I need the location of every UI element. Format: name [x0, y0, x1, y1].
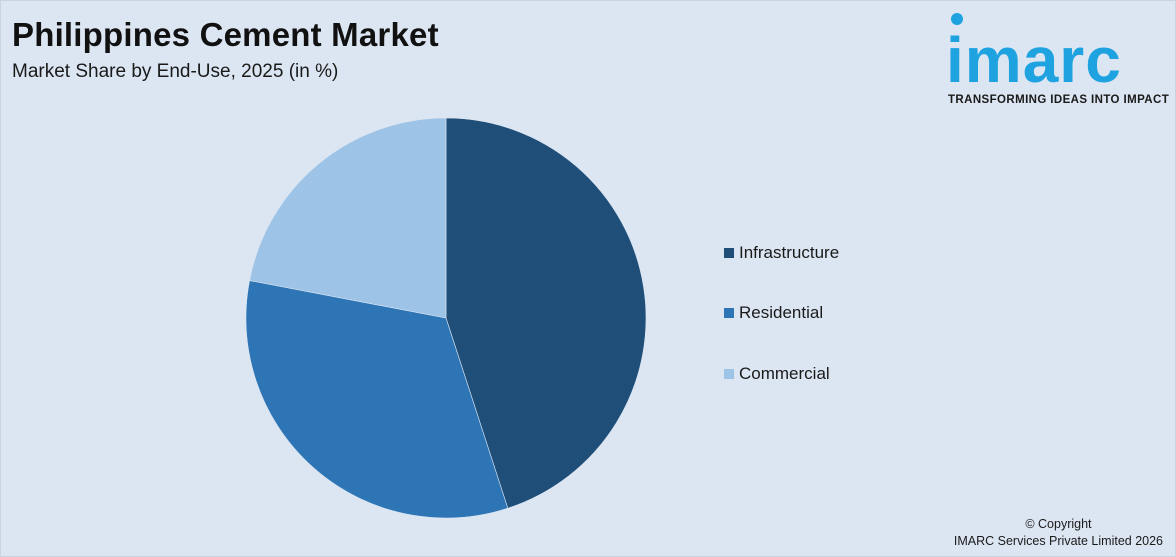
legend-item-infrastructure: Infrastructure [724, 242, 839, 264]
pie-slice-residential [245, 280, 509, 519]
copyright-notice: © Copyright IMARC Services Private Limit… [954, 516, 1163, 550]
legend-item-residential: Residential [724, 302, 823, 324]
legend-swatch-infrastructure [724, 248, 734, 258]
legend-item-commercial: Commercial [724, 363, 830, 385]
imarc-logo: imarc TRANSFORMING IDEAS INTO IMPACT [946, 12, 1170, 108]
logo-tagline: TRANSFORMING IDEAS INTO IMPACT [948, 94, 1170, 106]
legend-swatch-commercial [724, 369, 734, 379]
copyright-line-1: © Copyright [1025, 517, 1092, 531]
logo-wordmark: imarc [946, 24, 1122, 96]
chart-subtitle: Market Share by End-Use, 2025 (in %) [12, 61, 339, 82]
legend-label-infrastructure: Infrastructure [739, 243, 840, 262]
chart-title: Philippines Cement Market [12, 16, 439, 53]
pie-slice-infrastructure [445, 117, 647, 509]
copyright-line-2: IMARC Services Private Limited 2026 [953, 534, 1163, 548]
pie-slice-commercial [249, 117, 447, 319]
legend-swatch-residential [724, 308, 734, 318]
legend-label-commercial: Commercial [739, 364, 830, 383]
logo-dot-icon [951, 13, 963, 25]
legend-label-residential: Residential [739, 303, 824, 322]
